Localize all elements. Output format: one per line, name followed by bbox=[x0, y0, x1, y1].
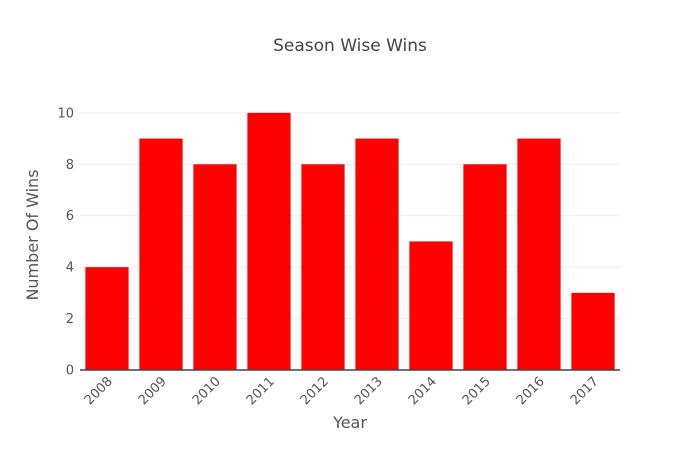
bars bbox=[85, 112, 615, 370]
y-tick-label: 10 bbox=[57, 106, 74, 121]
bar-2015[interactable] bbox=[463, 164, 507, 370]
x-tick-label: 2011 bbox=[244, 374, 278, 408]
chart-title: Season Wise Wins bbox=[273, 36, 427, 56]
bar-2011[interactable] bbox=[247, 112, 291, 370]
y-tick-label: 8 bbox=[66, 158, 74, 173]
x-tick-label: 2012 bbox=[298, 374, 332, 408]
bar-2012[interactable] bbox=[301, 164, 345, 370]
bar-2016[interactable] bbox=[517, 138, 561, 370]
x-tick-label: 2014 bbox=[406, 374, 440, 408]
bar-2009[interactable] bbox=[139, 138, 183, 370]
x-tick-label: 2009 bbox=[136, 374, 170, 408]
y-tick-label: 2 bbox=[66, 312, 74, 327]
x-tick-label: 2010 bbox=[190, 374, 224, 408]
bar-2010[interactable] bbox=[193, 164, 237, 370]
x-tick-labels: 2008 2009 2010 2011 2012 2013 2014 2015 2016 2017 bbox=[82, 374, 602, 408]
x-axis-title: Year bbox=[332, 413, 367, 432]
y-tick-label: 4 bbox=[66, 261, 74, 276]
y-tick-label: 0 bbox=[66, 364, 74, 379]
bar-2013[interactable] bbox=[355, 138, 399, 370]
x-tick-label: 2008 bbox=[82, 374, 116, 408]
x-tick-label: 2015 bbox=[460, 374, 494, 408]
y-tick-labels: 0 2 4 6 8 10 bbox=[57, 106, 74, 378]
y-axis-title: Number Of Wins bbox=[23, 169, 42, 300]
bar-2014[interactable] bbox=[409, 241, 453, 370]
x-tick-label: 2013 bbox=[352, 374, 386, 408]
x-tick-label: 2017 bbox=[568, 374, 602, 408]
x-tick-label: 2016 bbox=[514, 374, 548, 408]
bar-2017[interactable] bbox=[571, 292, 615, 370]
bar-2008[interactable] bbox=[85, 267, 129, 370]
y-tick-label: 6 bbox=[66, 209, 74, 224]
